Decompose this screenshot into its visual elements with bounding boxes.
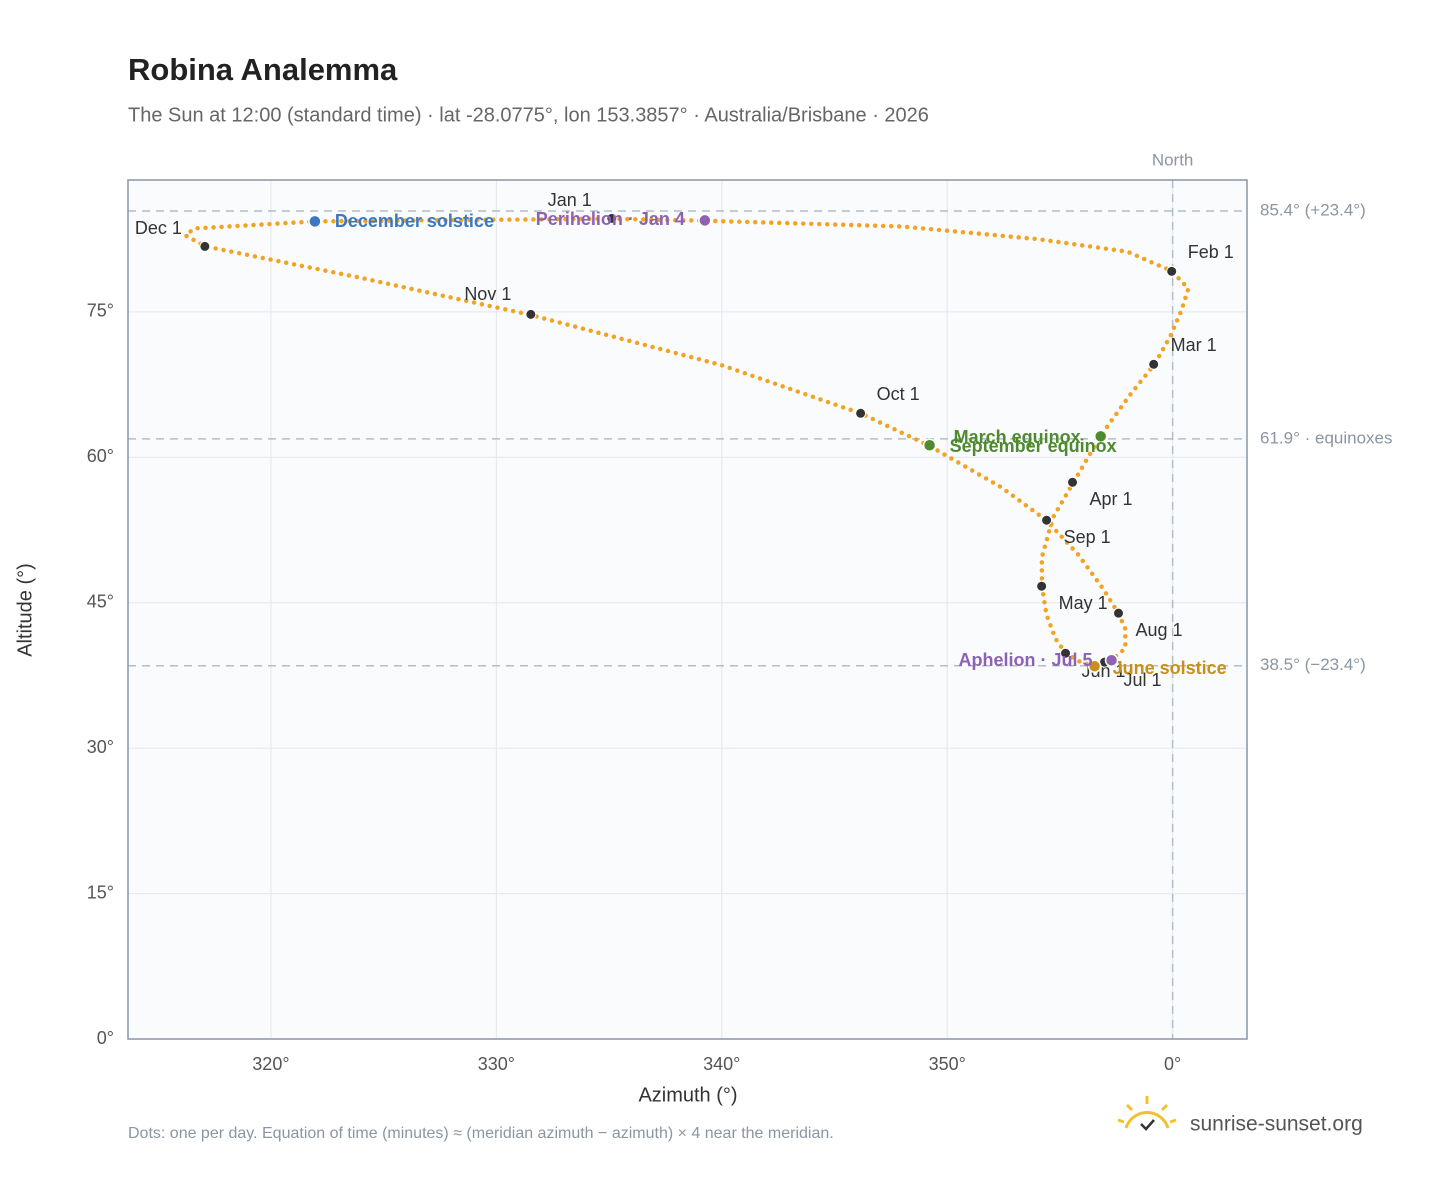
month-label: Jul 1 [1124, 670, 1162, 690]
event-marker [1104, 653, 1119, 667]
month-marker [606, 212, 618, 224]
y-tick-label: 0° [97, 1028, 114, 1048]
event-marker [922, 438, 937, 453]
month-marker [1166, 265, 1178, 277]
month-marker [1041, 514, 1053, 526]
y-tick-label: 75° [87, 301, 114, 321]
north-label: North [1152, 150, 1194, 169]
month-label: Dec 1 [135, 218, 182, 238]
month-label: Sep 1 [1064, 527, 1111, 547]
event-marker [1093, 429, 1108, 444]
x-tick-label: 330° [478, 1054, 515, 1074]
month-label: Oct 1 [877, 384, 920, 404]
chart-title: Robina Analemma [128, 52, 398, 87]
chart-subtitle: The Sun at 12:00 (standard time) · lat -… [128, 104, 929, 126]
reference-label: 38.5° (−23.4°) [1260, 655, 1366, 674]
x-tick-label: 350° [929, 1054, 966, 1074]
month-label: Feb 1 [1188, 242, 1234, 262]
month-marker [1067, 476, 1079, 488]
event-label: March equinox [954, 427, 1081, 447]
y-tick-label: 60° [87, 446, 114, 466]
y-axis-label: Altitude (°) [14, 563, 36, 657]
analemma-curve [183, 216, 1191, 669]
plot-frame [127, 179, 1248, 1040]
event-label: December solstice [335, 211, 494, 231]
event-label: June solstice [1113, 658, 1227, 678]
month-marker [855, 407, 867, 419]
month-label: Mar 1 [1171, 335, 1217, 355]
y-tick-label: 45° [87, 591, 114, 611]
month-label: Jan 1 [548, 190, 592, 210]
month-marker [1113, 607, 1125, 619]
x-tick-label: 340° [703, 1054, 740, 1074]
event-marker [308, 214, 322, 229]
event-marker [1087, 659, 1102, 673]
x-tick-label: 0° [1164, 1054, 1181, 1074]
y-tick-label: 30° [87, 737, 114, 757]
x-tick-label: 320° [252, 1054, 289, 1074]
month-marker [1148, 358, 1160, 370]
reference-label: 61.9° · equinoxes [1260, 428, 1393, 447]
month-label: Apr 1 [1090, 489, 1133, 509]
y-tick-label: 15° [87, 882, 114, 902]
reference-label: 85.4° (+23.4°) [1260, 201, 1366, 220]
month-label: May 1 [1059, 593, 1108, 613]
month-marker [1036, 580, 1048, 592]
brand-name: sunrise-sunset.org [1190, 1113, 1363, 1136]
event-label: Perihelion · Jan 4 [536, 209, 685, 229]
month-marker [199, 240, 211, 252]
month-marker [525, 308, 537, 320]
x-axis-label: Azimuth (°) [638, 1084, 737, 1106]
month-label: Aug 1 [1136, 620, 1183, 640]
month-marker [1060, 647, 1072, 659]
event-marker [698, 213, 712, 228]
event-label: September equinox [950, 436, 1117, 456]
footnote: Dots: one per day. Equation of time (min… [128, 1125, 834, 1142]
event-label: Aphelion · Jul 5 [959, 650, 1093, 670]
month-label: Nov 1 [464, 284, 511, 304]
plot-area [128, 180, 1247, 1039]
brand-logo [1117, 1096, 1177, 1131]
